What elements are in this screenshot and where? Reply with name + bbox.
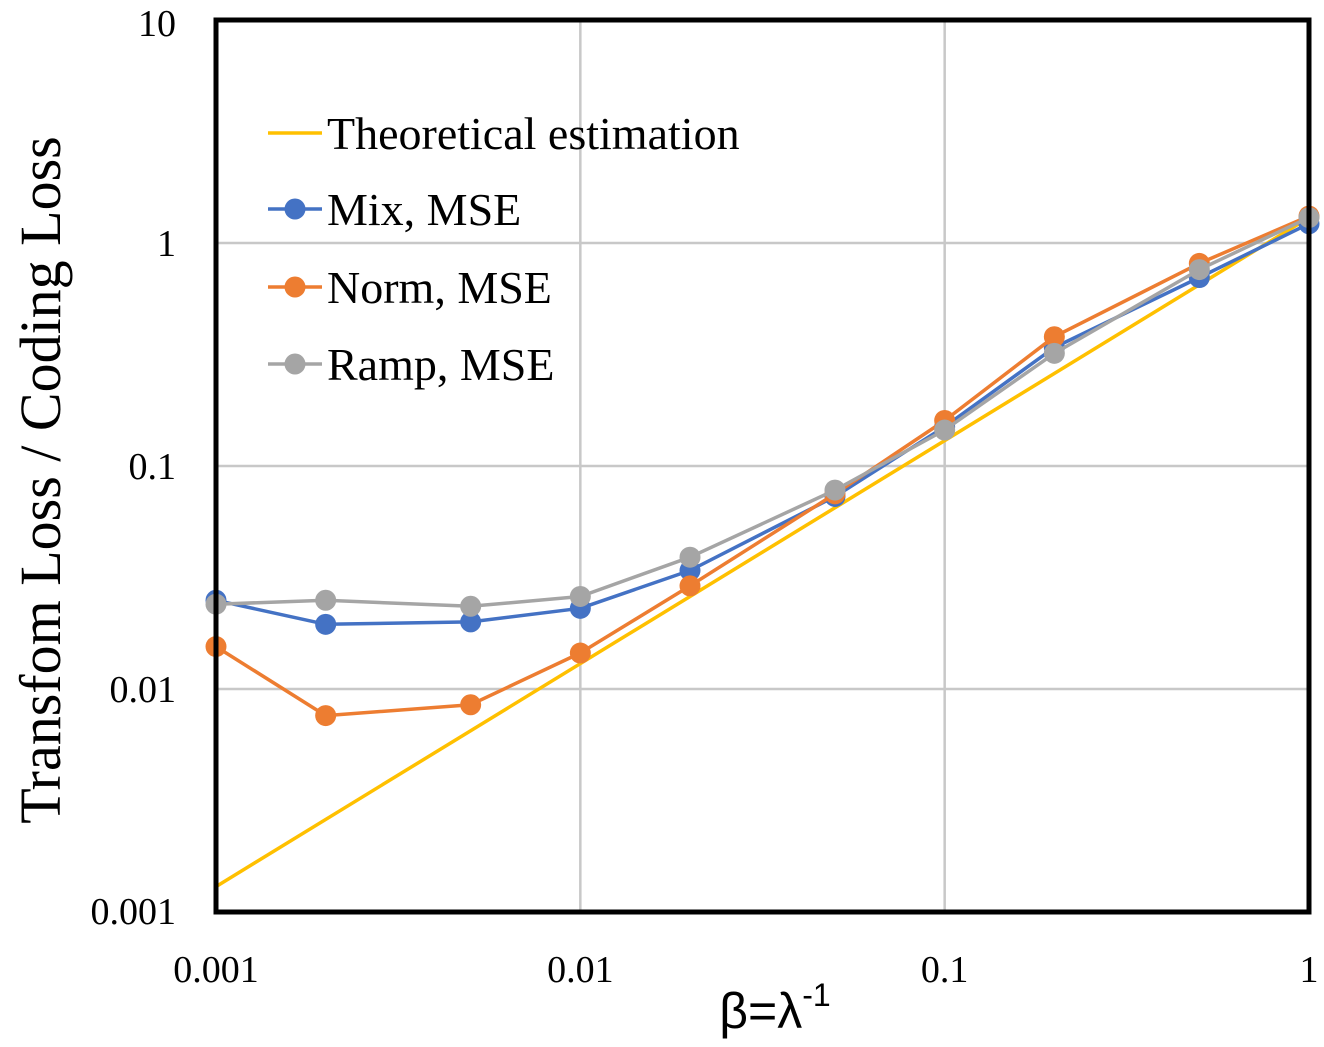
x-tick-label: 0.01 — [547, 949, 614, 991]
y-tick-label: 0.001 — [91, 891, 177, 933]
x-axis-ticks: 0.001 0.01 0.1 1 — [173, 949, 1318, 991]
series-3 — [205, 207, 1320, 617]
legend-swatch-marker — [284, 198, 306, 220]
data-point — [315, 589, 337, 611]
data-point — [934, 419, 956, 441]
data-point — [1043, 326, 1065, 348]
legend-entry-2: Norm, MSE — [268, 262, 552, 313]
y-tick-label: 1 — [157, 223, 176, 265]
series-line — [215, 216, 1310, 609]
data-point — [824, 479, 846, 501]
legend-label: Theoretical estimation — [327, 108, 740, 159]
legend-entry-3: Ramp, MSE — [268, 339, 554, 390]
legend-label: Ramp, MSE — [327, 339, 554, 390]
data-point — [460, 611, 482, 633]
y-axis-ticks: 0.001 0.01 0.1 1 10 — [91, 3, 177, 933]
series-line — [215, 214, 1310, 718]
x-tick-label: 0.1 — [921, 949, 969, 991]
data-point — [460, 595, 482, 617]
legend-swatch-marker — [284, 276, 306, 298]
data-point — [679, 575, 701, 597]
legend-entry-0: Theoretical estimation — [268, 108, 740, 159]
data-point — [1043, 342, 1065, 364]
y-tick-label: 0.01 — [110, 669, 177, 711]
data-point — [1188, 259, 1210, 281]
legend: Theoretical estimation Mix, MSE Norm, MSE R… — [268, 108, 740, 390]
x-tick-label: 1 — [1300, 949, 1319, 991]
x-axis-label-superscript: -1 — [802, 977, 830, 1013]
data-point — [315, 705, 337, 727]
x-tick-label: 0.001 — [173, 949, 259, 991]
legend-label: Norm, MSE — [327, 262, 552, 313]
data-point — [569, 642, 591, 664]
x-axis-label-main: β=λ — [719, 983, 802, 1039]
legend-entry-1: Mix, MSE — [268, 184, 521, 235]
y-tick-label: 10 — [138, 3, 176, 45]
data-point — [569, 585, 591, 607]
legend-label: Mix, MSE — [327, 184, 521, 235]
data-point — [679, 546, 701, 568]
series-line — [215, 216, 1310, 889]
data-point — [315, 613, 337, 635]
plot-frame — [213, 17, 1312, 915]
legend-swatch-marker — [284, 353, 306, 375]
y-tick-label: 0.1 — [129, 446, 177, 488]
data-point — [460, 694, 482, 716]
series-0 — [215, 216, 1310, 889]
y-axis-label: Transfom Loss / Coding Loss — [8, 136, 73, 824]
x-axis-label: β=λ-1 — [719, 977, 830, 1039]
